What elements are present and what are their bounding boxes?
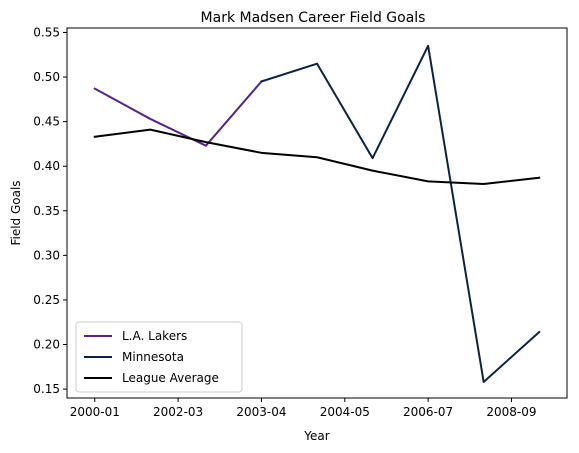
legend-label-minnesota: Minnesota xyxy=(122,350,184,364)
x-tick-label: 2002-03 xyxy=(153,405,203,419)
y-axis-title: Field Goals xyxy=(9,180,23,245)
x-tick-label: 2006-07 xyxy=(403,405,453,419)
y-tick-label: 0.45 xyxy=(33,115,60,129)
y-tick-label: 0.55 xyxy=(33,25,60,39)
legend-box xyxy=(75,321,243,393)
y-tick-label: 0.15 xyxy=(33,382,60,396)
chart-title: Mark Madsen Career Field Goals xyxy=(201,10,426,26)
x-tick-label: 2000-01 xyxy=(70,405,120,419)
x-axis: 2000-01 2002-03 2003-04 2004-05 2006-07 2008-… xyxy=(70,398,537,419)
y-tick-label: 0.50 xyxy=(33,70,60,84)
series-line-l-a-lakers xyxy=(93,80,263,147)
y-axis: 0.15 0.20 0.25 0.30 0.35 0.40 0.45 0.50 0.55 xyxy=(33,25,67,396)
legend-label-l-a-lakers: L.A. Lakers xyxy=(122,329,187,343)
x-axis-title: Year xyxy=(303,429,329,443)
y-tick-label: 0.40 xyxy=(33,159,60,173)
legend-label-league-average: League Average xyxy=(122,371,219,385)
x-tick-label: 2003-04 xyxy=(236,405,286,419)
series-lines xyxy=(93,44,541,383)
x-tick-label: 2008-09 xyxy=(486,405,536,419)
plot-area-frame xyxy=(66,27,568,399)
x-tick-label: 2004-05 xyxy=(320,405,370,419)
legend: L.A. Lakers Minnesota League Average xyxy=(75,321,243,393)
series-line-league-average xyxy=(93,128,541,186)
y-tick-label: 0.20 xyxy=(33,338,60,352)
series-line-minnesota xyxy=(260,44,541,383)
y-tick-label: 0.30 xyxy=(33,248,60,262)
y-tick-label: 0.35 xyxy=(33,204,60,218)
y-tick-label: 0.25 xyxy=(33,293,60,307)
